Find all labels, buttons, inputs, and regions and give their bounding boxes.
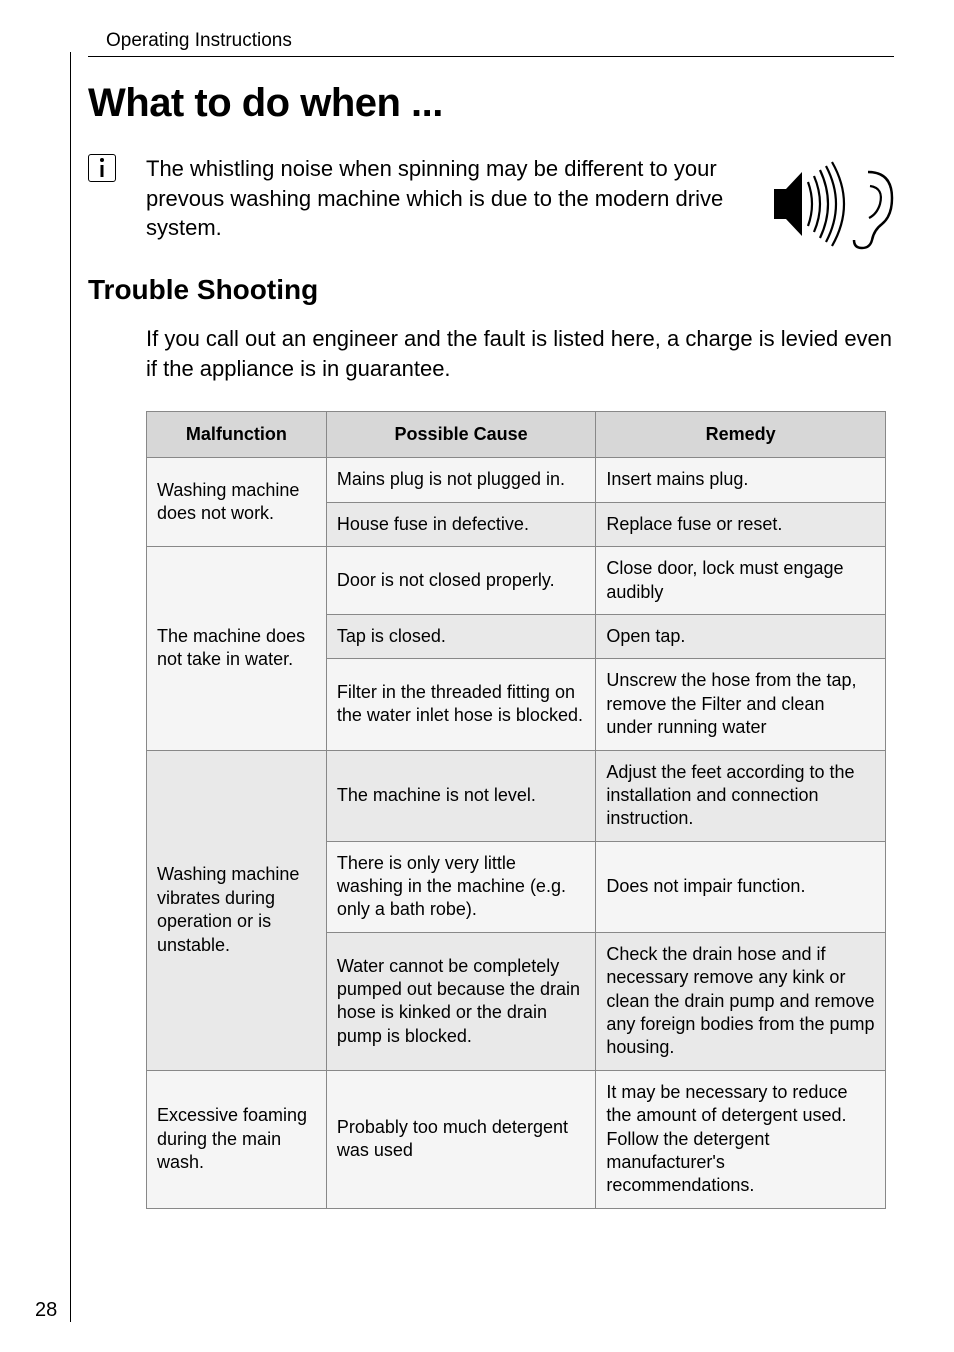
- sound-ear-icon: [764, 154, 894, 254]
- cell-malfunction: Washing machine does not work.: [147, 458, 327, 547]
- cell-cause: Tap is closed.: [326, 614, 596, 658]
- troubleshooting-table: Malfunction Possible Cause Remedy Washin…: [146, 411, 886, 1208]
- table-row: Excessive foaming during the main wash.P…: [147, 1070, 886, 1208]
- cell-cause: House fuse in defective.: [326, 502, 596, 546]
- page-number: 28: [35, 1299, 57, 1322]
- cell-remedy: Adjust the feet according to the install…: [596, 750, 886, 841]
- cell-remedy: Replace fuse or reset.: [596, 502, 886, 546]
- info-icon: [88, 154, 116, 182]
- cell-remedy: Does not impair function.: [596, 841, 886, 932]
- table-header-malfunction: Malfunction: [147, 412, 327, 458]
- table-row: Washing machine does not work.Mains plug…: [147, 458, 886, 502]
- table-header-cause: Possible Cause: [326, 412, 596, 458]
- lead-paragraph: If you call out an engineer and the faul…: [146, 324, 894, 383]
- cell-malfunction: Washing machine vibrates during operatio…: [147, 750, 327, 1070]
- cell-remedy: It may be necessary to reduce the amount…: [596, 1070, 886, 1208]
- cell-cause: Door is not closed properly.: [326, 547, 596, 615]
- cell-remedy: Check the drain hose and if necessary re…: [596, 932, 886, 1070]
- cell-remedy: Unscrew the hose from the tap, remove th…: [596, 659, 886, 750]
- cell-malfunction: The machine does not take in water.: [147, 547, 327, 750]
- cell-cause: The machine is not level.: [326, 750, 596, 841]
- table-header-remedy: Remedy: [596, 412, 886, 458]
- vertical-rule: [70, 52, 71, 1322]
- cell-remedy: Insert mains plug.: [596, 458, 886, 502]
- table-row: The machine does not take in water.Door …: [147, 547, 886, 615]
- table-row: Washing machine vibrates during operatio…: [147, 750, 886, 841]
- page-title: What to do when ...: [88, 81, 894, 126]
- cell-remedy: Close door, lock must engage audibly: [596, 547, 886, 615]
- cell-cause: Mains plug is not plugged in.: [326, 458, 596, 502]
- cell-cause: There is only very little washing in the…: [326, 841, 596, 932]
- running-header: Operating Instructions: [106, 30, 894, 52]
- info-paragraph: The whistling noise when spinning may be…: [146, 154, 734, 243]
- cell-cause: Water cannot be completely pumped out be…: [326, 932, 596, 1070]
- header-rule: [88, 56, 894, 57]
- cell-remedy: Open tap.: [596, 614, 886, 658]
- section-subtitle: Trouble Shooting: [88, 274, 894, 306]
- cell-malfunction: Excessive foaming during the main wash.: [147, 1070, 327, 1208]
- cell-cause: Probably too much detergent was used: [326, 1070, 596, 1208]
- cell-cause: Filter in the threaded fitting on the wa…: [326, 659, 596, 750]
